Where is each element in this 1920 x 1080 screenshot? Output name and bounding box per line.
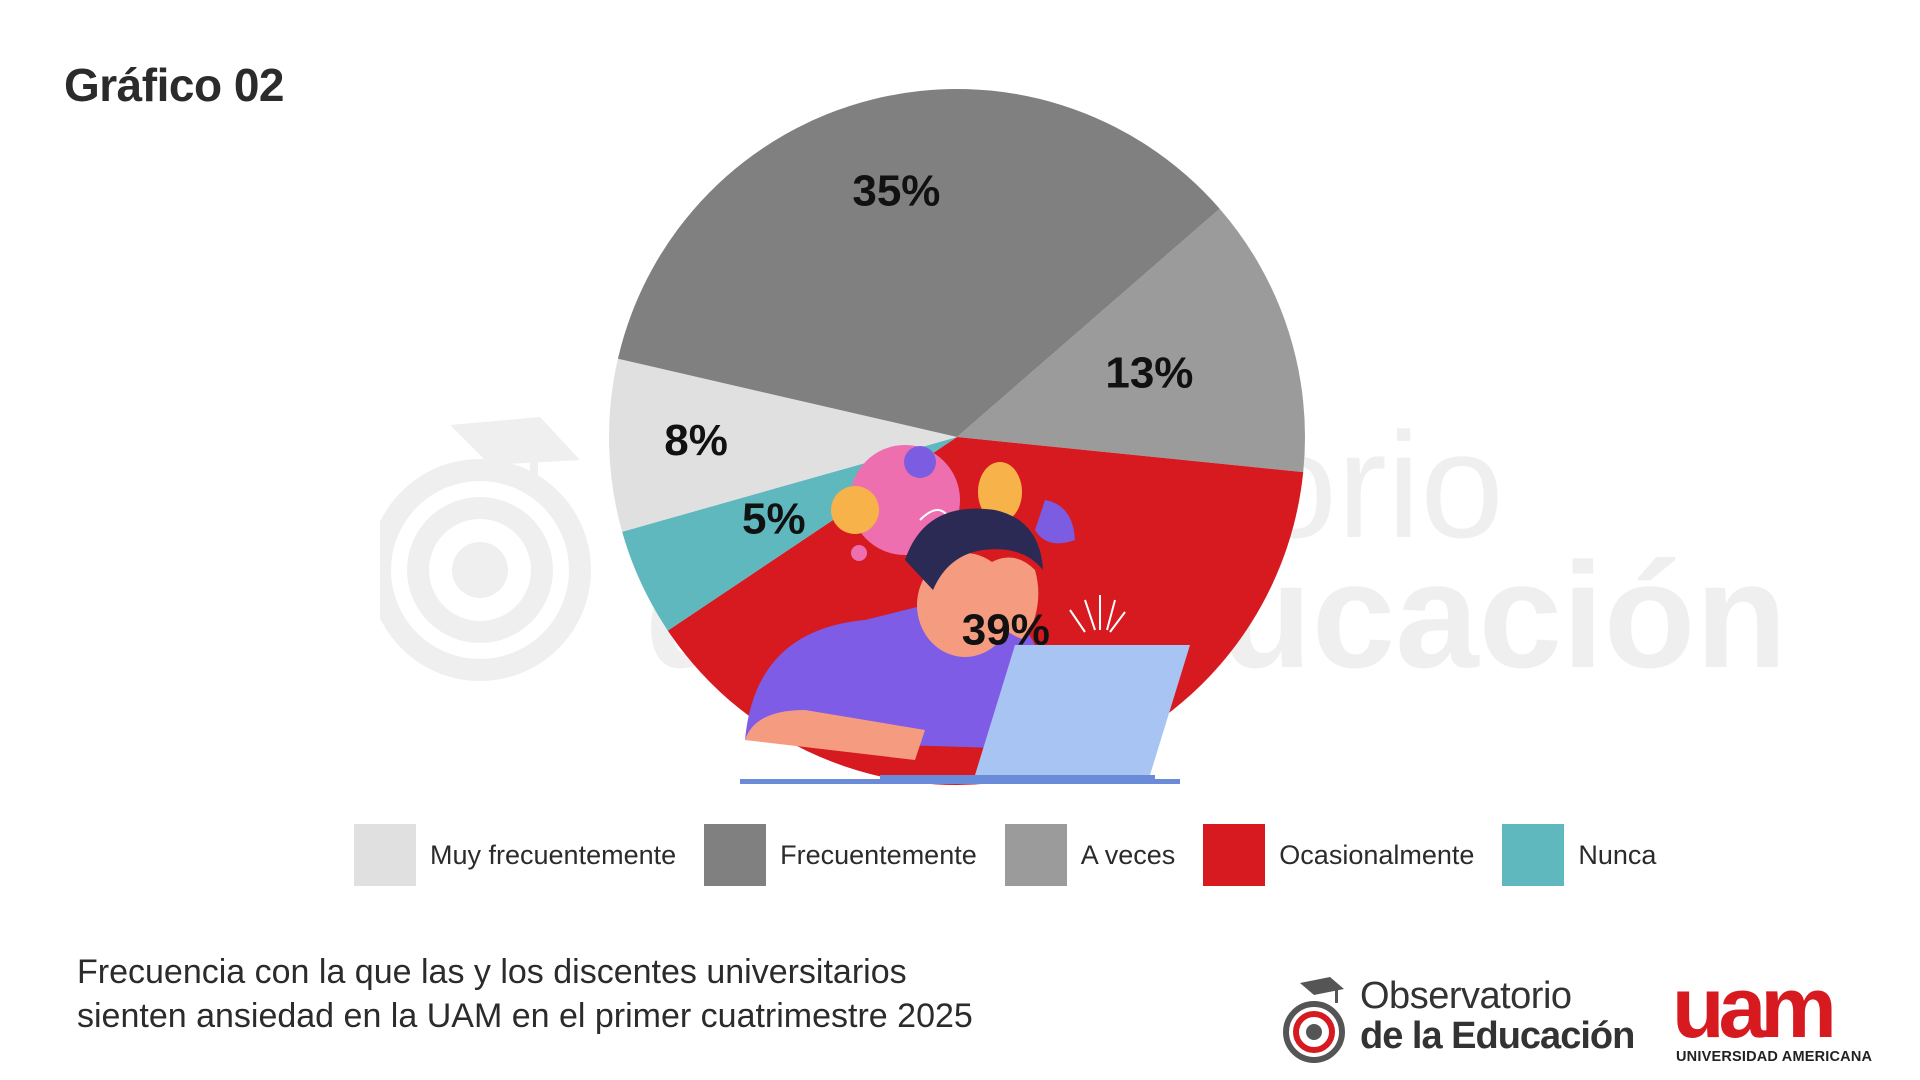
pie-chart: 13% 39% 5% 8% 35% [609,88,1305,785]
legend-swatch [1502,824,1565,886]
legend-item-a-veces: A veces [1004,824,1176,886]
legend-label: Nunca [1578,839,1657,870]
uam-logo-mark: uam [1672,975,1838,1047]
legend-item-nunca: Nunca [1502,824,1656,886]
observatorio-logo-line2: de la Educación [1360,1015,1635,1057]
legend-swatch [1203,824,1266,886]
uam-logo: uam UNIVERSIDAD AMERICANA [1672,975,1882,1070]
svg-text:uam: uam [1672,975,1832,1047]
observatorio-watermark-icon [380,417,591,681]
legend-label: Frecuentemente [780,839,977,870]
uam-logo-subtitle: UNIVERSIDAD AMERICANA [1676,1049,1873,1065]
legend-label: Ocasionalmente [1279,839,1475,870]
pie-data-label: 5% [742,494,806,543]
legend-swatch [704,824,767,886]
pie-slice-frecuentemente [617,88,1220,437]
pie-data-label: 39% [962,605,1050,654]
legend-item-ocasionalmente: Ocasionalmente [1203,824,1474,886]
chart-legend: Muy frecuentemente Frecuentemente A vece… [354,824,1684,886]
page-title: Gráfico 02 [64,59,285,111]
legend-item-muy-frecuentemente: Muy frecuentemente [354,824,676,886]
legend-item-frecuentemente: Frecuentemente [704,824,977,886]
legend-label: Muy frecuentemente [430,839,677,870]
pie-slice-muy-frecuentemente [609,358,957,532]
legend-swatch [354,824,416,886]
observatorio-icon [1283,977,1345,1063]
pie-data-label: 35% [852,167,940,216]
caption-line2: sienten ansiedad en la UAM en el primer … [77,997,973,1035]
pie-data-label: 13% [1105,349,1193,398]
legend-label: A veces [1080,839,1176,870]
pie-slice-a-veces [957,208,1305,473]
observatorio-logo: Observatorio de la Educación [1280,975,1640,1070]
stressed-student-illustration [740,445,1190,784]
caption-line1: Frecuencia con la que las y los discente… [77,953,907,991]
observatorio-logo-line1: Observatorio [1360,975,1572,1017]
legend-swatch [1004,824,1067,886]
chart-caption: Frecuencia con la que las y los discente… [77,950,1057,1038]
pie-data-label: 8% [664,416,728,465]
